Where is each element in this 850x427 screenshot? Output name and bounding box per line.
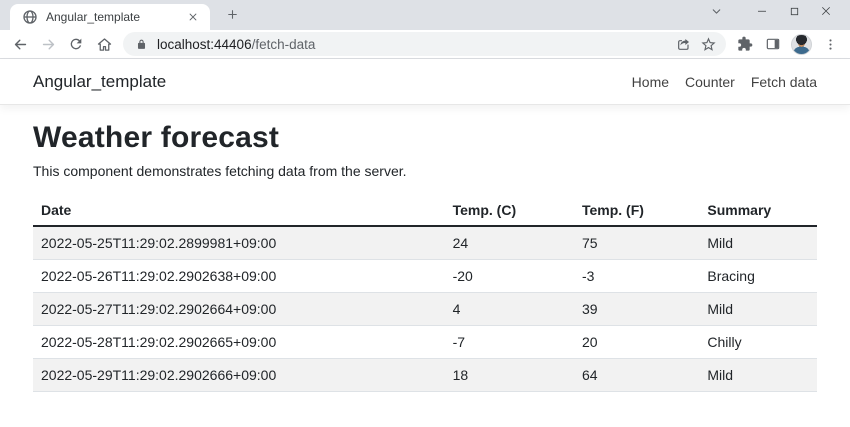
table-cell: Bracing <box>699 259 817 293</box>
table-cell: 4 <box>444 292 574 326</box>
table-cell: -3 <box>573 259 700 293</box>
forward-arrow-icon <box>42 39 54 49</box>
weather-table-head: Date Temp. (C) Temp. (F) Summary <box>33 195 817 227</box>
home-icon <box>97 37 111 51</box>
url-address-bar[interactable]: localhost:44406/fetch-data <box>123 32 726 56</box>
table-cell: 20 <box>573 325 700 359</box>
nav-link-counter[interactable]: Counter <box>685 73 735 90</box>
browser-tab[interactable]: Angular_template <box>10 4 210 30</box>
url-text: localhost:44406/fetch-data <box>157 37 672 52</box>
browser-toolbar: localhost:44406/fetch-data <box>0 30 850 58</box>
table-cell: Mild <box>699 292 817 326</box>
table-cell: 75 <box>573 226 700 260</box>
table-cell: -20 <box>444 259 574 293</box>
share-icon <box>678 39 689 50</box>
column-header: Date <box>33 195 445 227</box>
window-controls <box>700 2 842 20</box>
side-panel-button[interactable] <box>760 31 786 57</box>
page-content: Weather forecast This component demonstr… <box>0 105 850 392</box>
reload-icon <box>70 38 82 50</box>
table-cell: Mild <box>699 358 817 392</box>
chevron-down-icon[interactable] <box>700 2 732 20</box>
navbar-brand[interactable]: Angular_template <box>33 71 167 91</box>
page-description: This component demonstrates fetching dat… <box>33 163 407 179</box>
reload-button[interactable] <box>63 31 89 57</box>
weather-forecast-table: Date Temp. (C) Temp. (F) Summary 2022-05-25… <box>33 195 817 392</box>
tab-title: Angular_template <box>46 10 141 24</box>
table-cell: 2022-05-25T11:29:02.2899981+09:00 <box>33 226 445 260</box>
table-cell: 2022-05-27T11:29:02.2902664+09:00 <box>33 292 445 326</box>
extensions-button[interactable] <box>732 31 758 57</box>
site-navbar: Angular_template Home Counter Fetch data <box>0 59 850 105</box>
lock-icon <box>137 39 146 49</box>
bookmark-star-button[interactable] <box>696 32 720 56</box>
home-button[interactable] <box>91 31 117 57</box>
table-cell: Mild <box>699 226 817 260</box>
table-cell: 24 <box>444 226 574 260</box>
table-row: 2022-05-27T11:29:02.2902664+09:00 4 39 Mild <box>33 292 817 326</box>
kebab-menu-icon <box>828 38 832 50</box>
table-cell: 2022-05-28T11:29:02.2902665+09:00 <box>33 325 445 359</box>
browser-tab-strip: Angular_template <box>0 0 850 30</box>
column-header: Temp. (F) <box>573 195 700 227</box>
forward-button[interactable] <box>35 31 61 57</box>
page-title: Weather forecast <box>33 121 280 154</box>
nav-links: Home Counter Fetch data <box>624 74 817 90</box>
table-row: 2022-05-25T11:29:02.2899981+09:00 24 75 Mil… <box>33 226 817 260</box>
new-tab-button[interactable] <box>220 2 244 26</box>
back-arrow-icon <box>14 39 26 49</box>
extensions-puzzle-icon <box>738 36 753 51</box>
share-button[interactable] <box>672 32 696 56</box>
profile-avatar[interactable] <box>791 33 812 55</box>
toolbar-divider <box>0 58 850 59</box>
table-cell: 2022-05-26T11:29:02.2902638+09:00 <box>33 259 445 293</box>
table-cell: 39 <box>573 292 700 326</box>
table-row: 2022-05-28T11:29:02.2902665+09:00 -7 20 Chi… <box>33 325 817 359</box>
table-row: 2022-05-29T11:29:02.2902666+09:00 18 64 Mil… <box>33 358 817 392</box>
table-cell: 18 <box>444 358 574 392</box>
weather-table-header-row: Date Temp. (C) Temp. (F) Summary <box>33 195 817 227</box>
table-cell: 2022-05-29T11:29:02.2902666+09:00 <box>33 358 445 392</box>
tab-close-icon[interactable] <box>184 8 202 26</box>
table-cell: -7 <box>444 325 574 359</box>
close-window-button[interactable] <box>810 2 842 20</box>
globe-favicon-icon <box>23 10 37 24</box>
column-header: Summary <box>699 195 817 227</box>
browser-menu-button[interactable] <box>817 31 843 57</box>
weather-table-body: 2022-05-25T11:29:02.2899981+09:00 24 75 Mil… <box>33 226 817 392</box>
back-button[interactable] <box>7 31 33 57</box>
column-header: Temp. (C) <box>444 195 574 227</box>
url-path: /fetch-data <box>251 36 316 52</box>
maximize-button[interactable] <box>778 2 810 20</box>
nav-link-home[interactable]: Home <box>631 73 670 90</box>
table-row: 2022-05-26T11:29:02.2902638+09:00 -20 -3 Br… <box>33 259 817 293</box>
table-cell: 64 <box>573 358 700 392</box>
url-host: localhost:44406 <box>157 36 252 52</box>
star-icon <box>700 36 716 51</box>
side-panel-icon <box>766 38 780 50</box>
minimize-button[interactable] <box>746 2 778 20</box>
nav-link-fetch-data[interactable]: Fetch data <box>750 73 817 90</box>
table-cell: Chilly <box>699 325 817 359</box>
